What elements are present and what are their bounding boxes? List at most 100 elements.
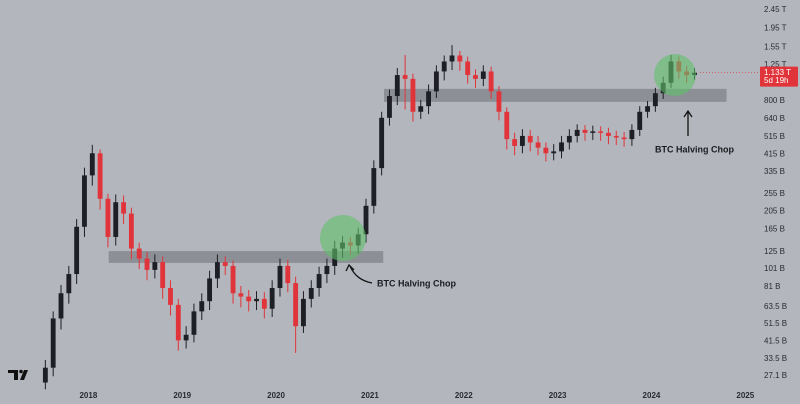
candle-body (316, 274, 322, 289)
highlight-circle (654, 54, 696, 96)
arrow-head (345, 263, 355, 272)
arrow (349, 265, 373, 284)
x-tick-label: 2023 (549, 391, 567, 400)
logo-part (19, 369, 23, 374)
candle-body (402, 75, 408, 79)
candle-body (519, 135, 525, 146)
candle-body (207, 278, 213, 302)
zone (383, 88, 727, 102)
x-tick-label: 2020 (267, 391, 285, 400)
candle-body (621, 137, 627, 140)
logo (8, 369, 28, 380)
candle-body (50, 318, 56, 368)
candle-body (191, 311, 197, 335)
y-tick-label: 1.25 T (764, 60, 787, 69)
y-tick-label: 81 B (764, 282, 780, 291)
candle-body (543, 147, 549, 154)
candle-body (535, 142, 541, 148)
candle-body (566, 135, 572, 143)
candle-body (637, 111, 643, 130)
annotation: BTC Halving Chop (377, 278, 456, 288)
y-tick-label: 101 B (764, 264, 785, 273)
candle-body (238, 293, 244, 297)
candle-body (301, 298, 306, 327)
candles (42, 45, 697, 390)
candle-body (42, 367, 48, 383)
candle-body (293, 283, 299, 327)
y-tick-label: 255 B (764, 189, 785, 198)
y-tick-label: 515 B (764, 132, 785, 141)
y-tick-label: 63.5 B (764, 302, 787, 311)
candle-body (449, 55, 455, 62)
candle-body (645, 106, 650, 112)
candle-body (559, 142, 564, 152)
candle-body (363, 205, 369, 235)
y-tick-label: 1.95 T (764, 24, 787, 33)
candle-body (199, 301, 205, 312)
candle-body (222, 262, 228, 266)
candle-body (324, 265, 330, 275)
y-tick-label: 51.5 B (764, 319, 787, 328)
candle-body (97, 153, 103, 199)
candle-body (551, 151, 557, 154)
candle-body (598, 131, 604, 133)
candle-body (105, 198, 111, 237)
y-tick-label: 41.5 B (764, 336, 787, 345)
logo-part (20, 370, 28, 380)
candle-body (113, 202, 119, 237)
candle-body (230, 265, 236, 294)
price-tag-label: 1.133 T (764, 68, 791, 77)
candle-body (465, 61, 471, 76)
x-tick-label: 2022 (455, 391, 473, 400)
candle-body (496, 91, 502, 112)
zones (108, 88, 727, 263)
candle-body (175, 304, 181, 341)
candle-body (269, 288, 275, 309)
candle-body (144, 258, 150, 270)
arrow-head (683, 109, 693, 118)
x-tick-label: 2021 (361, 391, 379, 400)
candle-body (74, 226, 80, 275)
candle-body (433, 71, 439, 92)
countdown: 5d 19h (764, 76, 788, 85)
y-tick-label: 800 B (764, 96, 785, 105)
logo-part (8, 370, 18, 380)
candle-body (89, 153, 95, 176)
highlight-circle (320, 215, 366, 261)
x-tick-label: 2019 (173, 391, 191, 400)
candle-body (121, 202, 126, 214)
candle-body (254, 298, 259, 302)
x-tick-label: 2024 (643, 391, 661, 400)
y-tick-label: 640 B (764, 114, 785, 123)
candle-body (58, 293, 64, 319)
y-tick-label: 205 B (764, 207, 785, 216)
y-tick-label: 33.5 B (764, 354, 787, 363)
x-tick-label: 2025 (736, 391, 754, 400)
candle-body (606, 132, 611, 136)
candle-body (387, 96, 392, 118)
candle-body (410, 78, 416, 112)
price-tag (760, 66, 798, 87)
candle-body (480, 71, 486, 79)
candle-body (168, 288, 173, 305)
candle-body (473, 75, 478, 79)
y-tick-label: 27.1 B (764, 371, 787, 380)
candle-body (128, 213, 134, 249)
candle-body (214, 262, 220, 279)
candle-body (457, 55, 463, 62)
candle-body (504, 111, 510, 140)
candle-body (261, 298, 267, 309)
candle-body (426, 91, 431, 107)
zone (108, 251, 384, 263)
candle-body (246, 296, 252, 302)
candle-body (582, 129, 588, 133)
candle-body (629, 129, 635, 140)
candle-body (308, 288, 314, 299)
candle-body (66, 274, 72, 294)
y-tick-label: 1.55 T (764, 42, 787, 51)
y-tick-label: 335 B (764, 167, 785, 176)
y-tick-label: 415 B (764, 149, 785, 158)
y-tick-label: 165 B (764, 224, 785, 233)
candle-body (160, 262, 166, 289)
